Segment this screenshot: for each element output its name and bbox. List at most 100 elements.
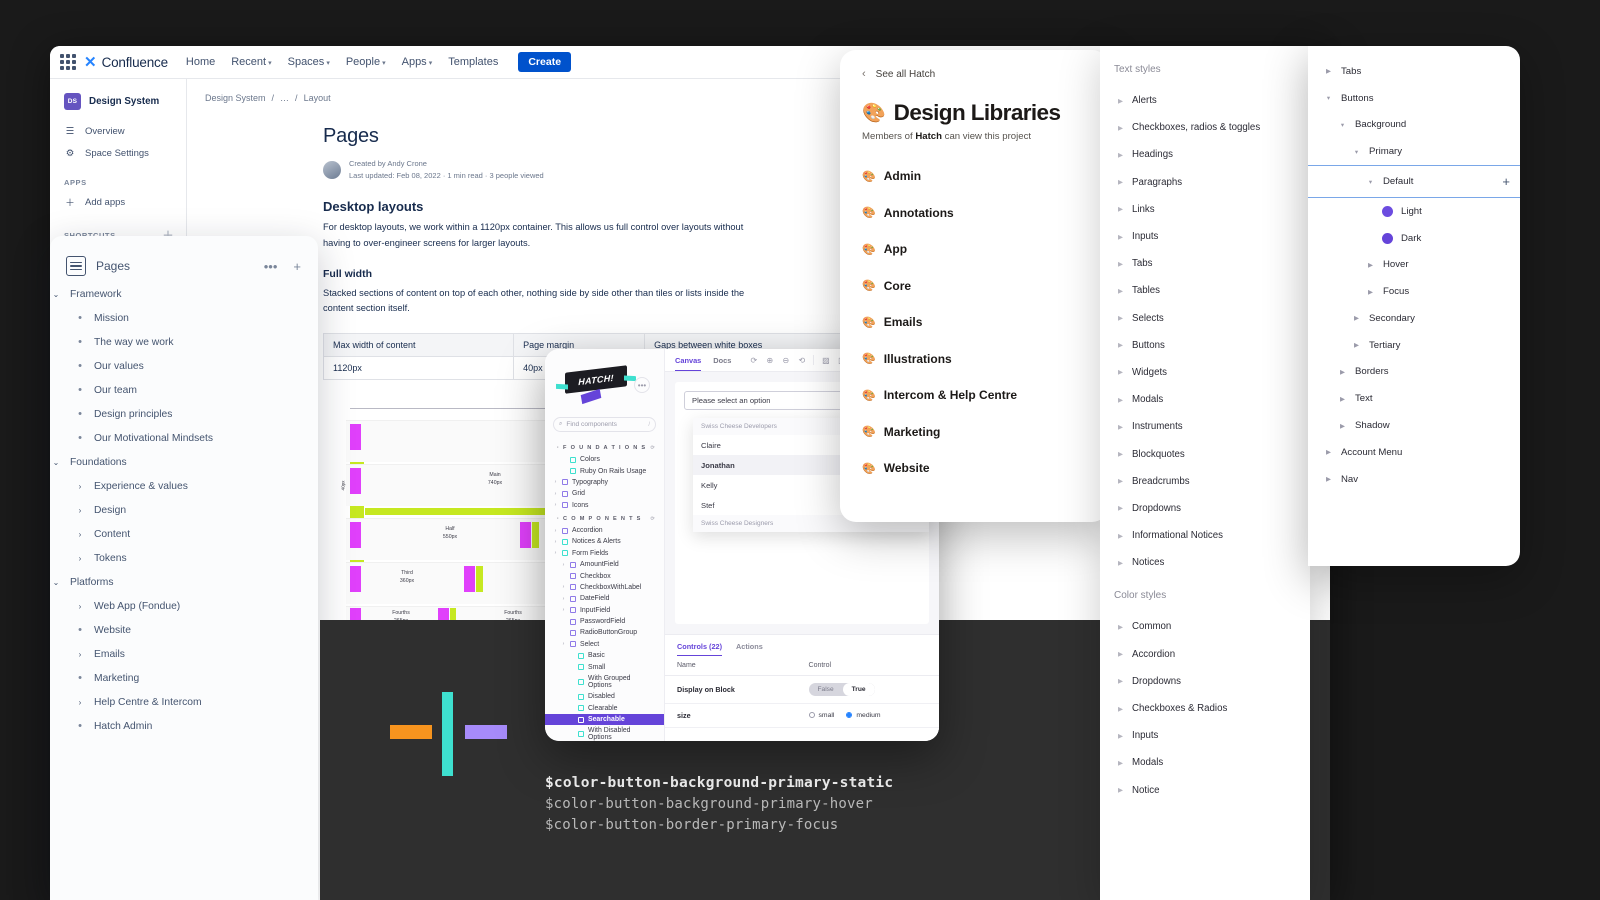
color-style-item[interactable]: ▶ Modals xyxy=(1100,749,1310,776)
pages-tree-item[interactable]: › Content xyxy=(50,522,318,546)
text-style-item[interactable]: ▶ Headings xyxy=(1100,141,1310,168)
boolean-toggle[interactable]: False True xyxy=(808,683,875,696)
hatch-tree-item[interactable]: With Grouped Options xyxy=(545,673,664,691)
nav-templates[interactable]: Templates xyxy=(448,56,499,68)
chevron-right-icon[interactable]: ▶ xyxy=(1118,759,1123,767)
chevron-down-icon[interactable]: ▾ xyxy=(1368,178,1373,186)
pages-tree-item[interactable]: ⌄ Framework xyxy=(50,282,318,306)
chevron-right-icon[interactable]: › xyxy=(78,529,82,539)
text-style-item[interactable]: ▶ Alerts xyxy=(1100,87,1310,114)
chevron-right-icon[interactable]: › xyxy=(562,641,565,648)
design-library-item[interactable]: 🎨 Intercom & Help Centre xyxy=(840,377,1108,414)
hatch-tree-item[interactable]: With Disabled Options xyxy=(545,725,664,741)
chevron-right-icon[interactable]: ▶ xyxy=(1340,422,1345,430)
tab-controls[interactable]: Controls (22) xyxy=(677,642,722,656)
pages-tree-item[interactable]: › Help Centre & Intercom xyxy=(50,690,318,714)
sidebar-more-icon[interactable]: ••• xyxy=(634,377,650,393)
chevron-right-icon[interactable]: ▶ xyxy=(1118,206,1123,214)
design-library-item[interactable]: 🎨 Illustrations xyxy=(840,341,1108,378)
chevron-right-icon[interactable]: ▶ xyxy=(1118,678,1123,686)
token-tree-item[interactable]: Light xyxy=(1308,198,1520,225)
pages-tree-item[interactable]: ⌄ Platforms xyxy=(50,570,318,594)
hatch-tree-item[interactable]: › Icons xyxy=(545,500,664,511)
breadcrumb-item[interactable]: Design System xyxy=(205,93,266,103)
space-header[interactable]: DS Design System xyxy=(50,89,186,120)
chevron-right-icon[interactable]: › xyxy=(554,538,557,545)
hatch-tree-item[interactable]: Basic xyxy=(545,650,664,661)
radio-medium[interactable]: medium xyxy=(846,712,881,719)
pages-tree-item[interactable]: › Design xyxy=(50,498,318,522)
sidebar-item-space-settings[interactable]: ⚙ Space Settings xyxy=(65,147,149,159)
hatch-tree-item[interactable]: Checkbox xyxy=(545,570,664,581)
chevron-right-icon[interactable]: ▶ xyxy=(1326,68,1331,76)
hatch-tree-item[interactable]: › Select xyxy=(545,639,664,650)
chevron-down-icon[interactable]: ⌄ xyxy=(52,577,60,587)
chevron-right-icon[interactable]: ▶ xyxy=(1340,395,1345,403)
hatch-tree-item[interactable]: Clearable xyxy=(545,703,664,714)
text-style-item[interactable]: ▶ Links xyxy=(1100,196,1310,223)
text-style-item[interactable]: ▶ Paragraphs xyxy=(1100,169,1310,196)
pages-tree-item[interactable]: • Mission xyxy=(78,312,129,324)
chevron-right-icon[interactable]: › xyxy=(562,584,565,591)
chevron-right-icon[interactable]: ▶ xyxy=(1118,651,1123,659)
hatch-tree-item[interactable]: › Accordion xyxy=(545,525,664,536)
text-style-item[interactable]: ▶ Instruments xyxy=(1100,413,1310,440)
chevron-right-icon[interactable]: › xyxy=(562,561,565,568)
hatch-tree-item[interactable]: › DateField xyxy=(545,593,664,604)
hatch-tree-item-selected[interactable]: Searchable xyxy=(545,713,664,726)
hatch-tree-item[interactable]: PasswordField xyxy=(545,616,664,627)
chevron-right-icon[interactable]: ▶ xyxy=(1118,787,1123,795)
hatch-tree-item[interactable]: › Notices & Alerts xyxy=(545,536,664,547)
text-style-item[interactable]: ▶ Selects xyxy=(1100,305,1310,332)
pages-tree-item[interactable]: • Marketing xyxy=(78,672,140,684)
chevron-down-icon[interactable]: ⌄ xyxy=(52,289,60,299)
token-tree-item[interactable]: ▶ Borders xyxy=(1308,359,1520,386)
chevron-right-icon[interactable]: ▶ xyxy=(1118,315,1123,323)
pages-tree-item[interactable]: ⌄ Foundations xyxy=(50,450,318,474)
chevron-right-icon[interactable]: › xyxy=(562,595,565,602)
chevron-right-icon[interactable]: ▶ xyxy=(1326,449,1331,457)
token-tree-item[interactable]: ▾ Primary xyxy=(1308,138,1520,165)
design-library-item[interactable]: 🎨 App xyxy=(840,231,1108,268)
see-all-hatch-link[interactable]: ‹ See all Hatch xyxy=(862,68,936,80)
chevron-right-icon[interactable]: ▶ xyxy=(1118,732,1123,740)
chevron-down-icon[interactable]: ▾ xyxy=(1326,95,1331,103)
hatch-tree-item[interactable]: Ruby On Rails Usage xyxy=(545,465,664,476)
text-style-item[interactable]: ▶ Tables xyxy=(1100,277,1310,304)
confluence-logo[interactable]: ✕ Confluence xyxy=(84,55,168,70)
select-option[interactable]: Claire xyxy=(701,440,721,450)
tab-canvas[interactable]: Canvas xyxy=(675,356,702,371)
chevron-right-icon[interactable]: ▶ xyxy=(1326,476,1331,484)
zoom-out-icon[interactable]: ⊖ xyxy=(782,355,790,365)
refresh-icon[interactable]: ⟳ xyxy=(750,355,758,365)
token-tree-item[interactable]: ▶ Account Menu xyxy=(1308,439,1520,466)
chevron-right-icon[interactable]: › xyxy=(78,649,82,659)
chevron-right-icon[interactable]: ▶ xyxy=(1340,368,1345,376)
refresh-icon[interactable]: ⟳ xyxy=(650,445,656,451)
zoom-in-icon[interactable]: ⊕ xyxy=(766,355,774,365)
select-option[interactable]: Stef xyxy=(701,500,715,510)
toggle-false[interactable]: False xyxy=(817,686,834,693)
chevron-right-icon[interactable]: ▶ xyxy=(1118,342,1123,350)
create-button[interactable]: Create xyxy=(518,52,572,72)
chevron-right-icon[interactable]: ▶ xyxy=(1118,369,1123,377)
pages-tree-item[interactable]: › Web App (Fondue) xyxy=(50,594,318,618)
chevron-right-icon[interactable]: › xyxy=(78,553,82,563)
hatch-section-header[interactable]: · C O M P O N E N T S ⟳ xyxy=(557,515,656,522)
token-tree-item[interactable]: ▶ Focus xyxy=(1308,278,1520,305)
chevron-right-icon[interactable]: › xyxy=(562,607,565,614)
token-tree-item[interactable]: ▾ Background xyxy=(1308,112,1520,139)
nav-people[interactable]: People ▾ xyxy=(345,56,386,68)
add-page-icon[interactable]: + xyxy=(293,258,301,274)
pages-tree-item[interactable]: • Hatch Admin xyxy=(78,720,153,732)
app-switcher-icon[interactable] xyxy=(60,54,76,70)
hatch-tree-item[interactable]: › AmountField xyxy=(545,559,664,570)
chevron-right-icon[interactable]: ▶ xyxy=(1118,451,1123,459)
color-style-item[interactable]: ▶ Dropdowns xyxy=(1100,668,1310,695)
pages-tree-item[interactable]: › Experience & values xyxy=(50,474,318,498)
chevron-right-icon[interactable]: ▶ xyxy=(1118,260,1123,268)
background-icon[interactable]: ▨ xyxy=(822,355,830,365)
hatch-tree-item[interactable]: Colors xyxy=(545,454,664,465)
pages-tree-item[interactable]: • Design principles xyxy=(78,408,173,420)
design-library-item[interactable]: 🎨 Annotations xyxy=(840,195,1108,232)
